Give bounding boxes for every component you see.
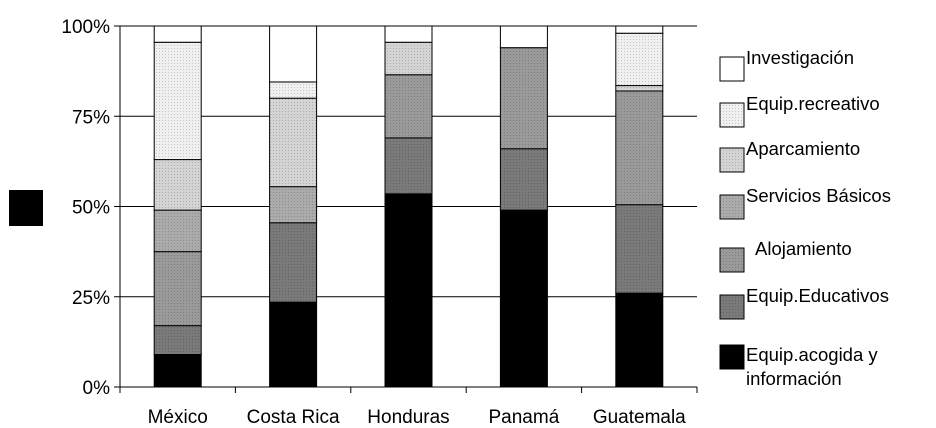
bar-segment-texture (269, 186, 317, 223)
x-tick-label: México (148, 407, 208, 428)
bar-segment-texture (154, 42, 202, 160)
legend-swatch (719, 344, 745, 370)
legend-swatch-texture (720, 148, 744, 172)
axes (114, 25, 698, 393)
legend-swatch-texture (720, 295, 744, 319)
bar-segment-texture (385, 137, 432, 194)
bar-segment (499, 209, 548, 388)
bar-segment-texture (615, 85, 663, 91)
y-axis-ticks: 0% 25% 50% 75% 100% (61, 17, 110, 399)
bar-segment (269, 301, 318, 388)
x-tick-label: Panamá (489, 407, 560, 428)
bar-segment (153, 354, 202, 388)
legend-swatch-texture (720, 103, 744, 127)
bar-segment-texture (154, 210, 202, 252)
bar-segment (269, 25, 318, 83)
legend-label: Aparcamiento (746, 138, 860, 159)
legend-label: Alojamiento (755, 238, 852, 259)
x-axis-ticks: México Costa Rica Honduras Panamá Guatemala (148, 407, 687, 428)
bar-segment-texture (269, 81, 317, 99)
y-tick-label: 75% (72, 107, 110, 128)
bar-segment (615, 292, 664, 388)
bar-segment (615, 25, 664, 34)
bar-segment-texture (500, 148, 548, 211)
bar-segment-texture (154, 159, 202, 211)
bar-segment-texture (615, 33, 663, 86)
bar-segment (153, 25, 202, 43)
x-tick-label: Costa Rica (247, 407, 340, 428)
legend: Investigación Equip.recreativo Aparcamient… (719, 47, 891, 389)
bar-segment-texture (154, 325, 202, 355)
legend-swatch (719, 56, 745, 82)
y-tick-label: 0% (83, 378, 111, 399)
legend-label: Equip.acogida y información (746, 344, 878, 389)
bar-segment-texture (269, 222, 317, 303)
bar-segment-texture (269, 98, 317, 187)
bar-segment (384, 193, 433, 388)
y-tick-label: 25% (72, 288, 110, 309)
bars (153, 25, 664, 388)
bar-segment (499, 25, 548, 49)
bar-segment-texture (615, 90, 663, 205)
black-marker-square (9, 190, 43, 226)
legend-label: Equip.recreativo (746, 93, 880, 114)
legend-swatch-texture (720, 195, 744, 219)
x-tick-label: Guatemala (593, 407, 686, 428)
legend-swatch-texture (720, 248, 744, 272)
bar-segment-texture (615, 204, 663, 294)
bar-segment-texture (385, 74, 432, 138)
bar-segment-texture (500, 47, 548, 149)
bar-segment (384, 25, 433, 43)
y-tick-label: 50% (72, 198, 110, 219)
legend-label: Investigación (746, 47, 854, 68)
legend-label: Servicios Básicos (746, 185, 891, 206)
bar-segment-texture (154, 251, 202, 326)
x-tick-label: Honduras (367, 407, 449, 428)
bar-segment-texture (385, 42, 432, 75)
y-tick-label: 100% (61, 17, 110, 38)
legend-label: Equip.Educativos (746, 285, 889, 306)
